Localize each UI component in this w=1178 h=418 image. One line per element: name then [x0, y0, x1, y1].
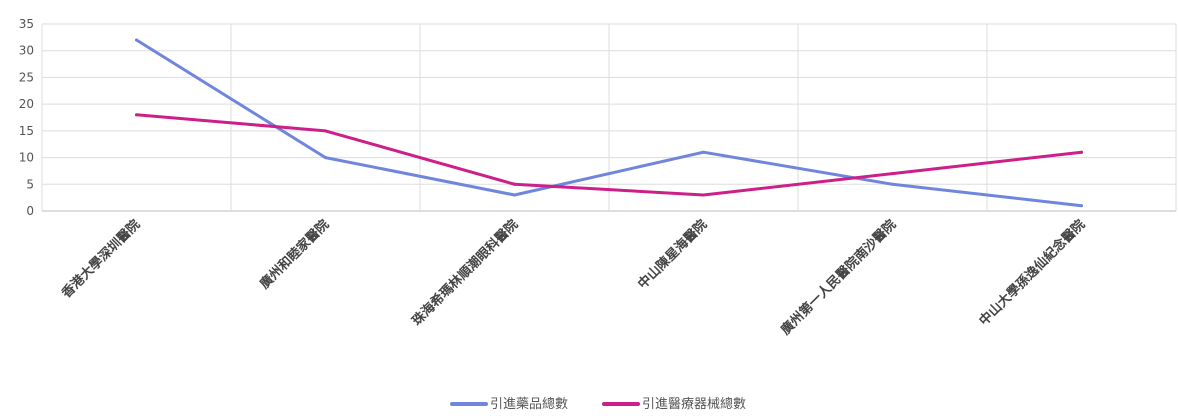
- series-line-0: [135, 38, 1083, 208]
- y-axis-ticks: 0 5 10 15 20 25 30 35: [19, 17, 34, 218]
- x-category-label: 珠海希瑪林順潮眼科醫院: [409, 217, 521, 329]
- x-category-label: 中山陳星海醫院: [635, 217, 711, 293]
- legend: 引進藥品總數 引進醫療器械總數: [450, 396, 746, 412]
- grid-lines: [41, 23, 1177, 212]
- x-category-label: 香港大學深圳醫院: [58, 217, 144, 303]
- y-tick-label: 30: [19, 44, 34, 58]
- data-point: [324, 129, 327, 133]
- data-point: [324, 156, 327, 160]
- data-point: [1080, 150, 1083, 154]
- data-point: [135, 113, 138, 117]
- data-point: [702, 150, 705, 154]
- data-point: [702, 193, 705, 197]
- data-point: [891, 172, 894, 176]
- series-line-1: [135, 113, 1083, 197]
- data-point: [891, 182, 894, 186]
- y-tick-label: 10: [19, 151, 34, 165]
- y-tick-label: 15: [19, 124, 34, 138]
- y-tick-label: 5: [26, 177, 34, 191]
- x-category-label: 中山大學孫逸仙紀念醫院: [976, 217, 1088, 329]
- y-tick-label: 25: [19, 70, 34, 84]
- data-point: [135, 38, 138, 42]
- legend-label: 引進醫療器械總數: [642, 396, 746, 412]
- y-tick-label: 20: [19, 97, 34, 111]
- data-point: [1080, 204, 1083, 208]
- y-tick-label: 35: [19, 17, 34, 31]
- data-point: [513, 182, 516, 186]
- y-tick-label: 0: [26, 204, 34, 218]
- x-category-label: 廣州和睦家醫院: [257, 217, 333, 293]
- x-axis-categories: 香港大學深圳醫院 廣州和睦家醫院 珠海希瑪林順潮眼科醫院 中山陳星海醫院 廣州第一人民醫…: [58, 217, 1089, 339]
- data-point: [513, 193, 516, 197]
- legend-label: 引進藥品總數: [490, 396, 568, 412]
- x-category-label: 廣州第一人民醫院南沙醫院: [778, 217, 900, 339]
- series-lines: [135, 38, 1083, 208]
